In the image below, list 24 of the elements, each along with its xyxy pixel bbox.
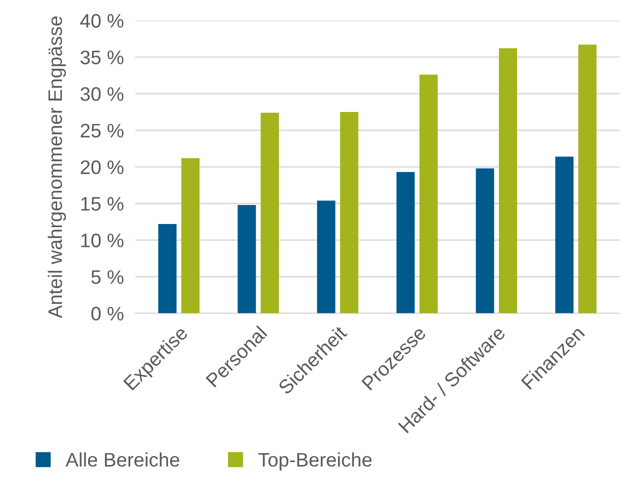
y-tick-label: 5 % xyxy=(91,270,124,284)
y-tick-label: 15 % xyxy=(81,197,124,211)
y-tick-label: 10 % xyxy=(81,234,124,248)
bar xyxy=(498,48,518,314)
bar xyxy=(578,44,597,314)
y-axis-title: Anteil wahrgenommener Engpässe xyxy=(48,16,66,318)
y-tick-label: 20 % xyxy=(80,160,124,174)
y-tick-label: 0 % xyxy=(91,306,124,321)
bar xyxy=(181,158,200,314)
bar xyxy=(340,112,358,314)
y-tick-label: 30 % xyxy=(80,87,124,101)
y-tick-label: 40 % xyxy=(80,14,124,28)
bar xyxy=(317,200,336,314)
bar xyxy=(476,168,494,314)
bar xyxy=(555,156,574,314)
legend-label: Alle Bereiche xyxy=(66,452,180,467)
bar xyxy=(238,204,256,314)
y-tick-label: 35 % xyxy=(80,50,124,64)
bar xyxy=(158,224,177,314)
y-tick-label: 25 % xyxy=(80,124,124,138)
bar xyxy=(396,172,415,314)
bar xyxy=(260,112,279,314)
bar xyxy=(419,74,438,314)
legend-label: Top-Bereiche xyxy=(258,452,372,470)
